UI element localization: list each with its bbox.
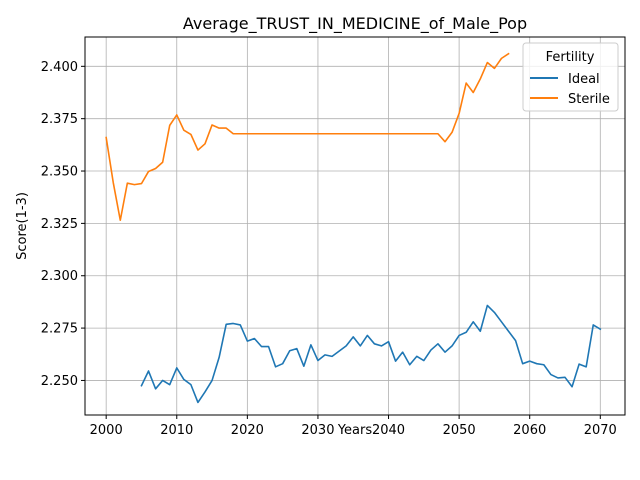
legend-box: [522, 42, 619, 112]
y-tick-label: 2.300: [41, 269, 78, 284]
legend-title: Fertility: [546, 50, 595, 65]
y-axis: 2.250 2.275 2.300 2.325 2.350 2.375 2.400: [41, 60, 85, 389]
x-tick-label: 2030: [301, 423, 334, 438]
legend-label-ideal: Ideal: [568, 72, 600, 87]
y-tick-label: 2.275: [41, 322, 78, 337]
grid: [85, 37, 625, 415]
y-tick-label: 2.400: [41, 60, 78, 75]
chart-title: Average_TRUST_IN_MEDICINE_of_Male_Pop: [183, 14, 527, 34]
x-tick-label: 2040: [372, 423, 405, 438]
x-tick-label: 2020: [231, 423, 264, 438]
legend-label-sterile: Sterile: [568, 92, 610, 107]
y-tick-label: 2.375: [41, 112, 78, 127]
series-line-ideal: [140, 304, 602, 404]
legend: Fertility Ideal Sterile: [522, 42, 619, 112]
x-tick-label: 2000: [90, 423, 123, 438]
x-tick-label: 2010: [160, 423, 193, 438]
x-axis-label: Years: [337, 423, 373, 438]
x-axis: 2000 2010 2020 2030 2040 2050 2060 2070: [90, 415, 617, 438]
x-tick-label: 2060: [513, 423, 546, 438]
y-tick-label: 2.350: [41, 165, 78, 180]
x-tick-label: 2050: [443, 423, 476, 438]
y-tick-label: 2.325: [41, 217, 78, 232]
series-lines: [105, 52, 602, 404]
y-tick-label: 2.250: [41, 374, 78, 389]
series-line-sterile: [105, 52, 510, 222]
y-axis-label: Score(1-3): [15, 192, 30, 260]
plot-frame: [84, 36, 626, 416]
x-tick-label: 2070: [584, 423, 617, 438]
